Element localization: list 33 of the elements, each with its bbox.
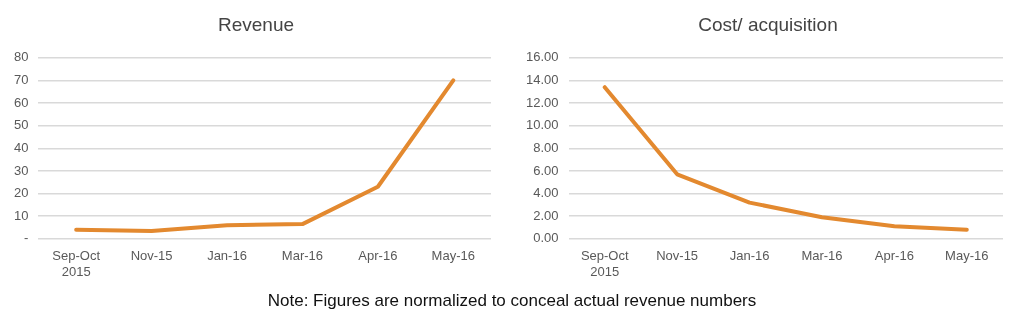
x-tick-label: Apr-16 (358, 248, 398, 264)
x-tick-label: Sep-Oct 2015 (580, 248, 629, 279)
y-tick-label: 10.00 (525, 117, 559, 133)
x-tick-label: May-16 (945, 248, 989, 264)
x-tick-label: May-16 (431, 248, 475, 264)
y-tick-label: 2.00 (533, 207, 559, 223)
y-tick-label: 30 (13, 162, 29, 178)
y-tick-label: 6.00 (533, 162, 559, 178)
x-tick-label: Mar-16 (281, 248, 324, 264)
y-tick-label: 40 (13, 139, 29, 155)
y-tick-label: 80 (13, 49, 29, 65)
x-tick-label: Nov-15 (130, 248, 173, 264)
chart-title: Cost/ acquisition (697, 14, 839, 36)
y-tick-label: 0.00 (533, 230, 559, 246)
y-tick-label: 12.00 (525, 94, 559, 110)
y-tick-label: 20 (13, 185, 29, 201)
text: Note: Figures are normalized to conceal actual revenue numbers (266, 290, 758, 312)
chart-title: Revenue (216, 14, 296, 36)
x-tick-label: Jan-16 (207, 248, 247, 264)
x-tick-label: Mar-16 (801, 248, 843, 264)
y-tick-label: 16.00 (525, 49, 559, 65)
y-tick-label: 10 (13, 207, 29, 223)
y-tick-label: - (24, 230, 29, 246)
x-tick-label: Jan-16 (729, 248, 770, 264)
y-tick-label: 70 (13, 72, 29, 87)
x-tick-label: Sep-Oct 2015 (52, 248, 101, 279)
y-tick-label: 50 (13, 117, 29, 133)
y-tick-label: 14.00 (525, 72, 559, 87)
y-tick-label: 8.00 (533, 139, 559, 155)
y-tick-label: 60 (13, 94, 29, 110)
x-tick-label: Apr-16 (874, 248, 914, 264)
x-tick-label: Nov-15 (656, 248, 699, 264)
y-tick-label: 4.00 (533, 185, 559, 201)
